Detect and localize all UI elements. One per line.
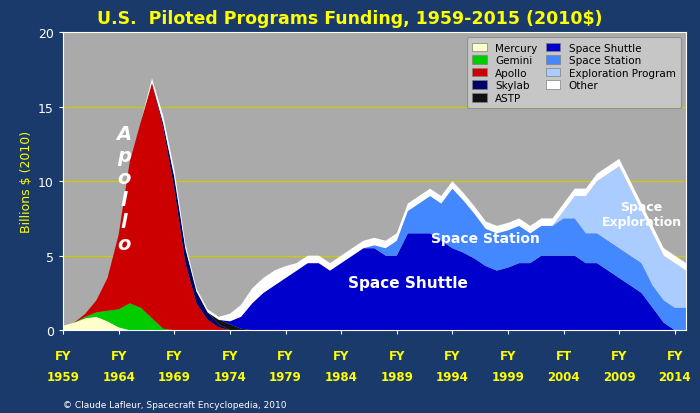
Text: 1969: 1969 [158, 370, 190, 382]
Text: 2004: 2004 [547, 370, 580, 382]
Text: 1994: 1994 [436, 370, 469, 382]
Text: U.S.  Piloted Programs Funding, 1959-2015 (2010$): U.S. Piloted Programs Funding, 1959-2015… [97, 9, 603, 28]
Text: A
p
o
l
l
o: A p o l l o [117, 125, 132, 254]
Text: FY: FY [111, 349, 127, 362]
Text: 2009: 2009 [603, 370, 636, 382]
Text: 1964: 1964 [102, 370, 135, 382]
Y-axis label: Billions $ (2010): Billions $ (2010) [20, 131, 32, 233]
Text: 1999: 1999 [491, 370, 524, 382]
Text: FY: FY [611, 349, 627, 362]
Text: Space Shuttle: Space Shuttle [348, 275, 468, 290]
Text: 1979: 1979 [269, 370, 302, 382]
Text: 1984: 1984 [325, 370, 358, 382]
Text: FY: FY [389, 349, 405, 362]
Text: 1974: 1974 [214, 370, 246, 382]
Text: 1959: 1959 [47, 370, 79, 382]
Text: 1989: 1989 [380, 370, 413, 382]
Text: 2014: 2014 [659, 370, 691, 382]
Text: Space
Exploration: Space Exploration [601, 200, 682, 228]
Text: FY: FY [500, 349, 516, 362]
Text: Space Station: Space Station [431, 231, 540, 245]
Text: FY: FY [55, 349, 71, 362]
Text: FY: FY [444, 349, 461, 362]
Text: FY: FY [333, 349, 349, 362]
Text: FY: FY [666, 349, 683, 362]
Text: FT: FT [556, 349, 572, 362]
Text: FY: FY [277, 349, 294, 362]
Text: © Claude Lafleur, Spacecraft Encyclopedia, 2010: © Claude Lafleur, Spacecraft Encyclopedi… [63, 400, 286, 409]
Text: FY: FY [166, 349, 183, 362]
Text: FY: FY [222, 349, 238, 362]
Legend: Mercury, Gemini, Apollo, Skylab, ASTP, Space Shuttle, Space Station, Exploration: Mercury, Gemini, Apollo, Skylab, ASTP, S… [467, 38, 681, 109]
